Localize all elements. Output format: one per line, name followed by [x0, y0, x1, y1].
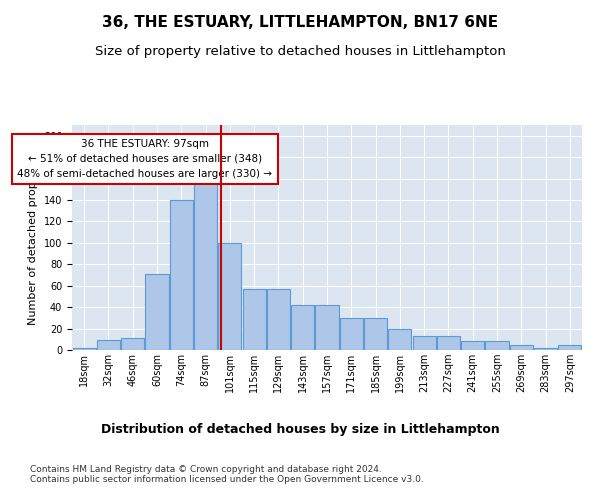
Bar	[340, 318, 363, 350]
Bar	[218, 243, 241, 350]
Bar	[170, 200, 193, 350]
Bar	[534, 348, 557, 350]
Bar	[316, 305, 338, 350]
Bar	[364, 318, 387, 350]
Bar	[413, 336, 436, 350]
Bar	[97, 340, 120, 350]
Bar	[73, 348, 95, 350]
Bar	[267, 289, 290, 350]
Bar	[194, 170, 217, 350]
Bar	[388, 328, 412, 350]
Text: Distribution of detached houses by size in Littlehampton: Distribution of detached houses by size …	[101, 422, 499, 436]
Bar	[242, 289, 266, 350]
Text: Size of property relative to detached houses in Littlehampton: Size of property relative to detached ho…	[95, 45, 505, 58]
Bar	[461, 342, 484, 350]
Text: 36, THE ESTUARY, LITTLEHAMPTON, BN17 6NE: 36, THE ESTUARY, LITTLEHAMPTON, BN17 6NE	[102, 15, 498, 30]
Y-axis label: Number of detached properties: Number of detached properties	[28, 150, 38, 325]
Bar	[437, 336, 460, 350]
Text: 36 THE ESTUARY: 97sqm
← 51% of detached houses are smaller (348)
48% of semi-det: 36 THE ESTUARY: 97sqm ← 51% of detached …	[17, 139, 272, 178]
Bar	[291, 305, 314, 350]
Bar	[559, 344, 581, 350]
Bar	[121, 338, 144, 350]
Text: Contains HM Land Registry data © Crown copyright and database right 2024.
Contai: Contains HM Land Registry data © Crown c…	[30, 465, 424, 484]
Bar	[510, 344, 533, 350]
Bar	[145, 274, 169, 350]
Bar	[485, 342, 509, 350]
